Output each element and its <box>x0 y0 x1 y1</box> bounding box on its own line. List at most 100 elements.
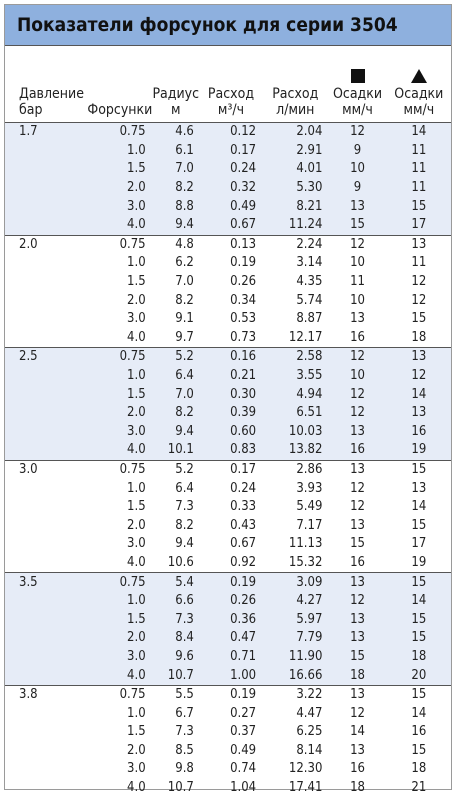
cell: 10.7 <box>167 667 194 683</box>
cell: 2.0 <box>127 630 146 646</box>
cell: 8.8 <box>175 198 194 214</box>
cell: 19 <box>411 442 427 458</box>
cell: 15.32 <box>288 554 323 570</box>
cell: 10 <box>350 292 365 308</box>
cell: 12 <box>350 349 365 365</box>
cell: 20 <box>411 667 427 683</box>
cell: 1.0 <box>127 255 146 271</box>
cell: 16 <box>411 724 427 740</box>
cell: 3.93 <box>296 480 323 496</box>
cell: 2.86 <box>296 461 323 477</box>
row: 2.0 0.75 4.8 0.13 2.24 12 13 <box>5 235 451 254</box>
cell: 3.0 <box>127 648 146 664</box>
cell: 2.24 <box>296 236 323 252</box>
cell: 4.0 <box>127 554 146 570</box>
row: 3.0 9.1 0.53 8.87 13 15 <box>5 310 451 329</box>
row: 4.0 10.7 1.00 16.66 18 20 <box>5 666 451 685</box>
cell: 7.0 <box>175 274 194 290</box>
cell: 9.7 <box>175 329 194 345</box>
cell: 14 <box>411 386 427 402</box>
group: 3.8 0.75 5.5 0.19 3.22 13 15 1.0 6.7 0.27 4.47 12 14… <box>5 685 451 797</box>
row: 3.0 9.8 0.74 12.30 16 18 <box>5 760 451 779</box>
cell: 1.0 <box>127 368 146 384</box>
cell: 5.74 <box>296 292 323 308</box>
cell: 18 <box>411 648 427 664</box>
cell: 0.27 <box>230 705 257 721</box>
cell: 4.47 <box>296 705 323 721</box>
cell: 13 <box>350 630 365 646</box>
pressure-cell: 3.0 <box>19 461 38 477</box>
cell: 18 <box>350 780 365 796</box>
cell: 0.75 <box>119 461 146 477</box>
cell: 9.4 <box>175 536 194 552</box>
cell: 13 <box>350 461 365 477</box>
cell: 1.00 <box>230 667 257 683</box>
row: 1.0 6.2 0.19 3.14 10 11 <box>5 254 451 273</box>
pressure-cell: 3.8 <box>19 687 38 703</box>
cell: 2.0 <box>127 180 146 196</box>
header-cell: Осадки мм/ч <box>328 46 386 123</box>
pressure-cell: 3.5 <box>19 574 38 590</box>
cell: 11 <box>411 255 427 271</box>
cell: 3.55 <box>296 368 323 384</box>
cell: 0.17 <box>230 142 257 158</box>
cell: 12 <box>411 274 427 290</box>
cell: 7.17 <box>296 517 323 533</box>
pressure-cell <box>5 254 87 273</box>
cell: 9.1 <box>175 311 194 327</box>
cell: 4.0 <box>127 780 146 796</box>
header-text: Осадки <box>333 86 383 102</box>
title: Показатели форсунок для серии 3504 <box>5 5 451 46</box>
cell: 6.1 <box>175 142 194 158</box>
cell: 12 <box>411 292 427 308</box>
cell: 6.6 <box>175 593 194 609</box>
cell: 0.67 <box>230 217 257 233</box>
pressure-cell <box>5 291 87 310</box>
pressure-cell <box>5 197 87 216</box>
cell: 7.3 <box>175 611 194 627</box>
cell: 0.49 <box>230 198 257 214</box>
header-text: м <box>170 102 181 118</box>
pressure-cell: 1.7 <box>19 124 38 140</box>
header-text: мм/ч <box>403 102 435 118</box>
cell: 3.0 <box>127 423 146 439</box>
cell: 2.58 <box>296 349 323 365</box>
cell: 0.17 <box>230 461 257 477</box>
cell: 13 <box>350 423 365 439</box>
cell: 4.35 <box>296 274 323 290</box>
cell: 11 <box>411 161 427 177</box>
pressure-cell <box>5 723 87 742</box>
cell: 4.0 <box>127 442 146 458</box>
pressure-cell <box>5 441 87 460</box>
cell: 3.0 <box>127 536 146 552</box>
cell: 4.0 <box>127 329 146 345</box>
cell: 10.6 <box>167 554 194 570</box>
header-cell: Радиус м <box>152 46 200 123</box>
cell: 7.3 <box>175 724 194 740</box>
cell: 1.5 <box>127 161 146 177</box>
cell: 5.49 <box>296 499 323 515</box>
cell: 6.25 <box>296 724 323 740</box>
cell: 6.7 <box>175 705 194 721</box>
cell: 13 <box>411 405 427 421</box>
row: 3.0 9.6 0.71 11.90 15 18 <box>5 648 451 667</box>
row: 1.5 7.3 0.37 6.25 14 16 <box>5 723 451 742</box>
cell: 1.5 <box>127 499 146 515</box>
cell: 15 <box>411 742 427 758</box>
cell: 0.24 <box>230 161 257 177</box>
cell: 13 <box>350 687 365 703</box>
cell: 10.7 <box>167 780 194 796</box>
cell: 3.22 <box>296 687 323 703</box>
cell: 15 <box>350 648 365 664</box>
pressure-cell <box>5 160 87 179</box>
cell: 9 <box>353 142 362 158</box>
pressure-cell <box>5 216 87 235</box>
cell: 15 <box>350 217 365 233</box>
cell: 0.30 <box>230 386 257 402</box>
cell: 0.60 <box>230 423 257 439</box>
row: 3.0 8.8 0.49 8.21 13 15 <box>5 197 451 216</box>
row: 1.5 7.3 0.36 5.97 13 15 <box>5 610 451 629</box>
cell: 14 <box>411 593 427 609</box>
cell: 4.0 <box>127 217 146 233</box>
cell: 1.0 <box>127 142 146 158</box>
